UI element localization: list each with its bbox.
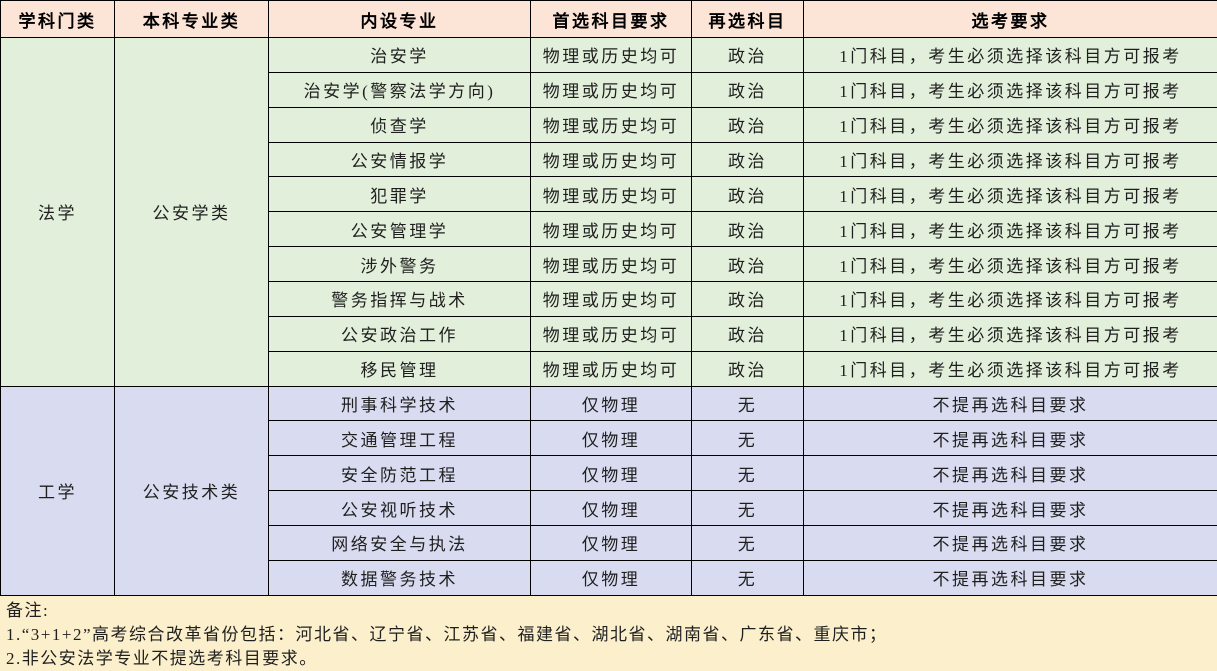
- cell-second-subject: 政治: [691, 315, 804, 352]
- cell-major: 公安政治工作: [268, 315, 531, 352]
- cell-exam-requirement: 1门科目，考生必须选择该科目方可报考: [803, 176, 1217, 213]
- cell-first-subject-requirement: 物理或历史均可: [530, 246, 692, 283]
- notes-section: 备注: 1.“3+1+2”高考综合改革省份包括：河北省、辽宁省、江苏省、福建省、…: [0, 595, 1217, 671]
- cell-major: 侦查学: [268, 106, 531, 143]
- header-internal-major: 内设专业: [268, 0, 531, 38]
- note-line-1: 1.“3+1+2”高考综合改革省份包括：河北省、辽宁省、江苏省、福建省、湖北省、…: [6, 624, 888, 644]
- header-row: 学科门类 本科专业类 内设专业 首选科目要求 再选科目 选考要求: [0, 0, 1217, 38]
- cell-major: 公安管理学: [268, 211, 531, 248]
- cell-major: 安全防范工程: [268, 455, 531, 492]
- cell-exam-requirement: 不提再选科目要求: [803, 525, 1217, 561]
- cell-discipline-category: 工学: [0, 385, 115, 596]
- cell-second-subject: 无: [691, 525, 804, 561]
- cell-exam-requirement: 1门科目，考生必须选择该科目方可报考: [803, 106, 1217, 143]
- note-line-2: 2.非公安法学专业不提选考科目要求。: [6, 648, 318, 668]
- cell-exam-requirement: 1门科目，考生必须选择该科目方可报考: [803, 315, 1217, 352]
- cell-first-subject-requirement: 物理或历史均可: [530, 37, 692, 73]
- header-second-subject: 再选科目: [691, 0, 804, 38]
- cell-second-subject: 政治: [691, 71, 804, 108]
- cell-exam-requirement: 不提再选科目要求: [803, 420, 1217, 457]
- cell-second-subject: 政治: [691, 106, 804, 143]
- cell-major: 交通管理工程: [268, 420, 531, 457]
- cell-exam-requirement: 不提再选科目要求: [803, 455, 1217, 492]
- cell-first-subject-requirement: 仅物理: [530, 559, 692, 596]
- cell-major-class: 公安技术类: [114, 385, 269, 596]
- cell-major: 警务指挥与战术: [268, 281, 531, 317]
- cell-major: 公安视听技术: [268, 490, 531, 527]
- cell-exam-requirement: 1门科目，考生必须选择该科目方可报考: [803, 71, 1217, 108]
- cell-second-subject: 政治: [691, 176, 804, 213]
- table-row: 公安视听技术 仅物理无不提再选科目要求: [1, 490, 1217, 527]
- table-row: 网络安全与执法 仅物理无不提再选科目要求: [1, 525, 1217, 561]
- cell-first-subject-requirement: 物理或历史均可: [530, 71, 692, 108]
- cell-second-subject: 政治: [691, 211, 804, 248]
- cell-second-subject: 政治: [691, 246, 804, 283]
- cell-exam-requirement: 1门科目，考生必须选择该科目方可报考: [803, 350, 1217, 387]
- table-row: 数据警务技术 仅物理无不提再选科目要求: [1, 559, 1217, 596]
- table-row: 公安政治工作 物理或历史均可 政治 1门科目，考生必须选择该科目方可报考: [1, 315, 1217, 352]
- cell-exam-requirement: 不提再选科目要求: [803, 490, 1217, 527]
- cell-second-subject: 无: [691, 455, 804, 492]
- cell-major: 刑事科学技术: [268, 385, 531, 422]
- cell-first-subject-requirement: 物理或历史均可: [530, 176, 692, 213]
- cell-second-subject: 无: [691, 385, 804, 422]
- table-row: 工学 公安技术类 刑事科学技术 仅物理无不提再选科目要求: [0, 385, 1217, 596]
- cell-major: 公安情报学: [268, 141, 531, 178]
- cell-major-class: 公安学类: [114, 37, 269, 387]
- cell-first-subject-requirement: 物理或历史均可: [530, 211, 692, 248]
- cell-exam-requirement: 1门科目，考生必须选择该科目方可报考: [803, 141, 1217, 178]
- cell-exam-requirement: 1门科目，考生必须选择该科目方可报考: [803, 211, 1217, 248]
- cell-major: 犯罪学: [268, 176, 531, 213]
- cell-major: 数据警务技术: [268, 559, 531, 596]
- cell-first-subject-requirement: 物理或历史均可: [530, 281, 692, 317]
- cell-first-subject-requirement: 仅物理: [530, 385, 692, 422]
- header-exam-requirement: 选考要求: [803, 0, 1217, 38]
- table-row: 治安学(警察法学方向) 物理或历史均可 政治 1门科目，考生必须选择该科目方可报考: [1, 71, 1217, 108]
- cell-exam-requirement: 不提再选科目要求: [803, 559, 1217, 596]
- cell-exam-requirement: 1门科目，考生必须选择该科目方可报考: [803, 37, 1217, 73]
- cell-first-subject-requirement: 物理或历史均可: [530, 141, 692, 178]
- subject-requirements-table: 学科门类 本科专业类 内设专业 首选科目要求 再选科目 选考要求 法学 公安学类治…: [0, 0, 1217, 596]
- table-row: 侦查学 物理或历史均可 政治 1门科目，考生必须选择该科目方可报考: [1, 106, 1217, 143]
- cell-major: 治安学(警察法学方向): [268, 71, 531, 108]
- cell-major: 移民管理: [268, 350, 531, 387]
- cell-exam-requirement: 1门科目，考生必须选择该科目方可报考: [803, 246, 1217, 283]
- cell-second-subject: 政治: [691, 141, 804, 178]
- table-row: 交通管理工程 仅物理无不提再选科目要求: [1, 420, 1217, 457]
- header-first-subject-requirement: 首选科目要求: [530, 0, 692, 38]
- table-row: 法学 公安学类 治安学 物理或历史均可 政治 1门科目，考生必须选择该科目方可报考: [0, 37, 1217, 387]
- cell-major: 涉外警务: [268, 246, 531, 283]
- cell-first-subject-requirement: 仅物理: [530, 525, 692, 561]
- cell-first-subject-requirement: 物理或历史均可: [530, 315, 692, 352]
- cell-first-subject-requirement: 物理或历史均可: [530, 350, 692, 387]
- cell-first-subject-requirement: 仅物理: [530, 420, 692, 457]
- cell-discipline-category: 法学: [0, 37, 115, 387]
- cell-first-subject-requirement: 仅物理: [530, 455, 692, 492]
- table-row: 移民管理 物理或历史均可 政治 1门科目，考生必须选择该科目方可报考: [1, 350, 1217, 387]
- cell-major: 网络安全与执法: [268, 525, 531, 561]
- cell-exam-requirement: 1门科目，考生必须选择该科目方可报考: [803, 281, 1217, 317]
- cell-second-subject: 无: [691, 420, 804, 457]
- cell-second-subject: 无: [691, 559, 804, 596]
- cell-exam-requirement: 不提再选科目要求: [803, 385, 1217, 422]
- table-row: 公安情报学 物理或历史均可 政治 1门科目，考生必须选择该科目方可报考: [1, 141, 1217, 178]
- cell-first-subject-requirement: 仅物理: [530, 490, 692, 527]
- cell-major: 治安学: [268, 37, 531, 73]
- table-row: 涉外警务 物理或历史均可 政治 1门科目，考生必须选择该科目方可报考: [1, 246, 1217, 283]
- cell-first-subject-requirement: 物理或历史均可: [530, 106, 692, 143]
- cell-second-subject: 政治: [691, 281, 804, 317]
- header-discipline-category: 学科门类: [0, 0, 115, 38]
- notes-title: 备注:: [6, 600, 50, 620]
- cell-second-subject: 政治: [691, 350, 804, 387]
- table-row: 犯罪学 物理或历史均可 政治 1门科目，考生必须选择该科目方可报考: [1, 176, 1217, 213]
- header-major-class: 本科专业类: [114, 0, 269, 38]
- cell-second-subject: 政治: [691, 37, 804, 73]
- table-row: 警务指挥与战术 物理或历史均可 政治 1门科目，考生必须选择该科目方可报考: [1, 281, 1217, 317]
- table-row: 安全防范工程 仅物理无不提再选科目要求: [1, 455, 1217, 492]
- cell-second-subject: 无: [691, 490, 804, 527]
